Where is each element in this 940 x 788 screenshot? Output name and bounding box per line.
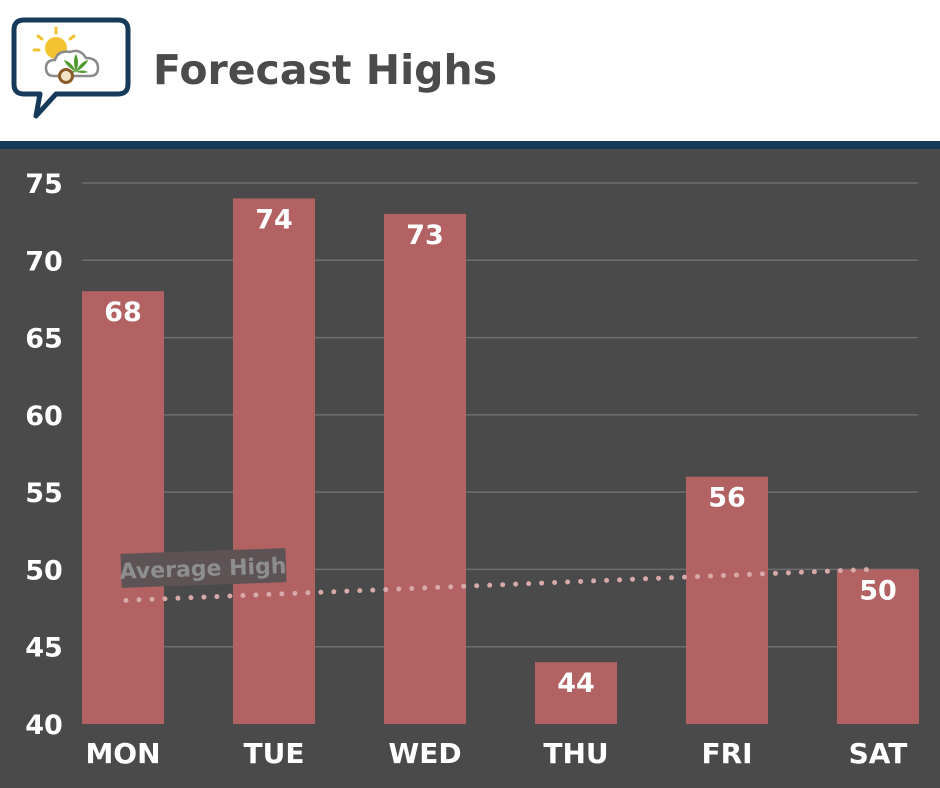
x-tick-label: MON [85, 737, 160, 770]
bar [82, 291, 164, 724]
header: Forecast Highs [0, 0, 940, 141]
bar-value-label: 74 [255, 204, 293, 235]
bar-value-label: 68 [104, 297, 142, 328]
average-high-label: Average High [119, 554, 287, 585]
bar-value-label: 56 [708, 483, 746, 514]
bar [686, 476, 768, 724]
weather-logo-icon [11, 17, 131, 119]
x-tick-label: WED [388, 737, 461, 770]
bar-value-label: 44 [557, 668, 595, 699]
page-title: Forecast Highs [153, 46, 498, 94]
bar [535, 662, 617, 724]
x-tick-label: THU [543, 737, 608, 770]
y-tick-label: 45 [25, 633, 63, 664]
y-tick-label: 60 [25, 401, 63, 432]
bar [837, 569, 919, 724]
bar [384, 213, 466, 724]
bar [233, 198, 315, 724]
x-tick-label: TUE [244, 737, 305, 770]
y-tick-label: 50 [25, 555, 63, 586]
average-high-annotation: Average High [119, 548, 287, 588]
bar-chart: 40 45 50 55 60 65 70 75 68 MON 74 TUE 73 WED 44 THU 56 FR… [25, 169, 919, 770]
header-divider [0, 141, 940, 149]
y-tick-label: 65 [25, 324, 63, 355]
y-tick-label: 75 [25, 169, 63, 200]
y-tick-label: 40 [25, 710, 63, 741]
chart-area: 40 45 50 55 60 65 70 75 68 MON 74 TUE 73 WED 44 THU 56 FR… [0, 149, 940, 788]
x-tick-label: SAT [849, 737, 908, 770]
bar-value-label: 50 [859, 575, 897, 606]
bar-value-label: 73 [406, 220, 444, 251]
x-tick-label: FRI [701, 737, 752, 770]
y-tick-label: 55 [25, 478, 63, 509]
average-high-label-bg [120, 548, 287, 588]
y-tick-label: 70 [25, 246, 63, 277]
